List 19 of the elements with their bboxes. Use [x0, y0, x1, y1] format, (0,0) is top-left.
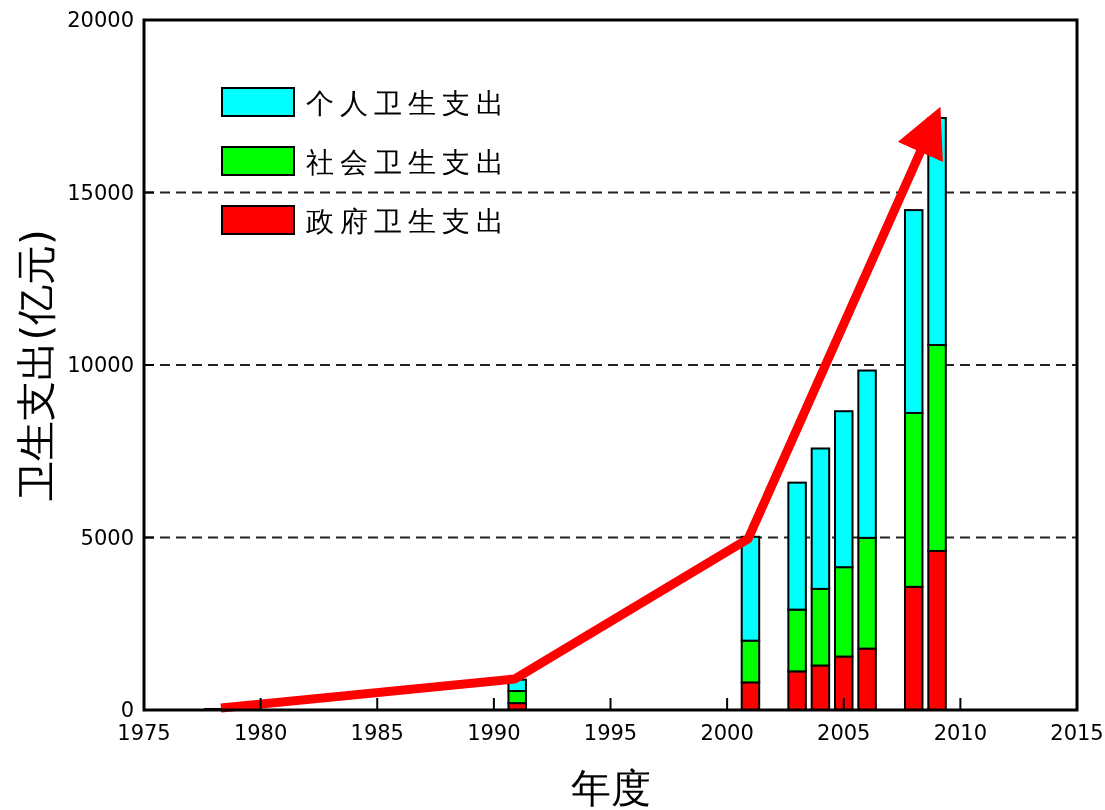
x-tick-label: 2015 [1050, 721, 1104, 745]
y-tick-label: 5000 [80, 525, 134, 550]
x-tick-label: 2000 [700, 721, 754, 745]
y-tick-label: 0 [120, 698, 134, 722]
x-tick-label: 1995 [583, 721, 638, 745]
x-tick-label: 1975 [117, 721, 171, 745]
x-tick-label: 2005 [817, 721, 871, 745]
y-tick-label: 15000 [67, 180, 134, 205]
legend-label: 个人卫生支出 [306, 87, 510, 120]
x-tick-label: 1980 [233, 721, 288, 745]
legend-label: 社会卫生支出 [306, 146, 510, 179]
y-tick-label: 10000 [67, 353, 134, 377]
legend-label: 政府卫生支出 [306, 205, 510, 238]
x-tick-label: 1990 [467, 721, 521, 745]
x-tick-label: 1985 [350, 721, 404, 745]
x-tick-label: 2010 [933, 721, 988, 745]
x-axis-title: 年度 [570, 765, 651, 810]
y-tick-label: 20000 [67, 8, 134, 32]
y-axis-title: 卫生支出(亿元) [13, 229, 59, 501]
